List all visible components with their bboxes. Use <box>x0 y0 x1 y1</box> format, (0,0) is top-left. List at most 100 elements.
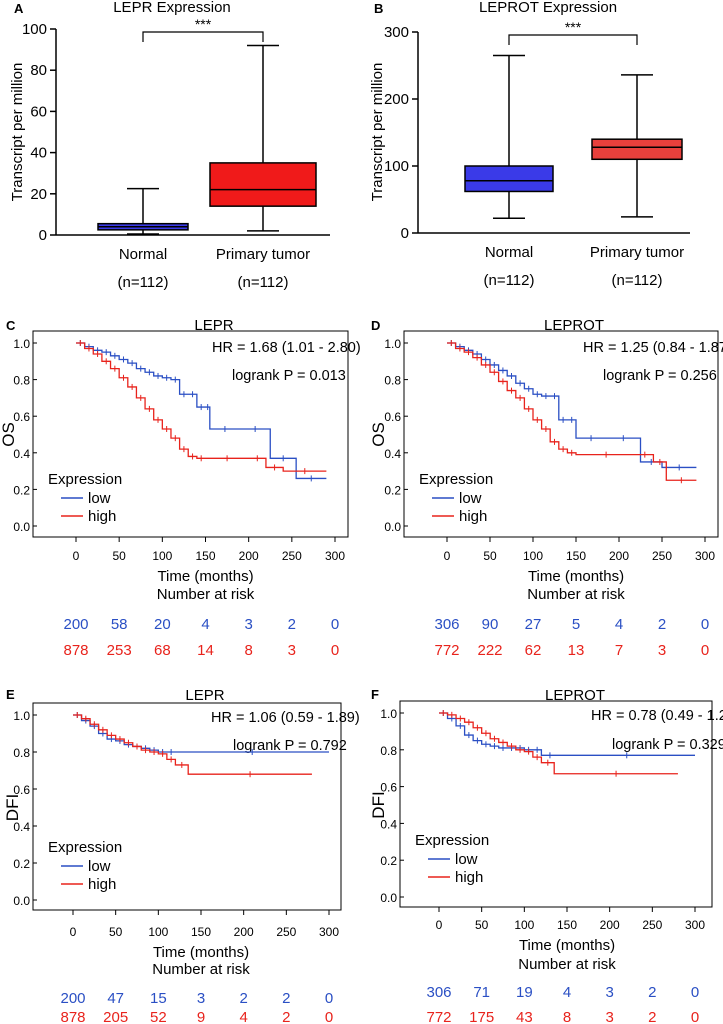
y-tick-label: 20 <box>30 186 47 203</box>
risk-count-low: 0 <box>691 984 699 1001</box>
y-tick-label: 0.4 <box>384 447 401 461</box>
y-tick-label: 80 <box>30 62 47 79</box>
risk-count-high: 2 <box>648 1009 656 1024</box>
significance-label: *** <box>195 16 212 32</box>
y-tick-label: 0.8 <box>13 374 30 388</box>
legend-label-low: low <box>455 851 478 868</box>
legend-label-high: high <box>455 869 483 886</box>
risk-table-label: Number at risk <box>527 586 625 603</box>
survival-curve-high <box>447 342 697 481</box>
y-tick-label: 0.0 <box>380 891 397 905</box>
box-iqr <box>591 138 683 161</box>
risk-count-low: 58 <box>111 616 128 633</box>
chart-title: LEPR <box>185 687 224 704</box>
category-n: (n=112) <box>611 272 662 289</box>
box-panel-A: A LEPR Expression 0 20 40 60 80 100 Transcript p… <box>9 0 330 291</box>
logrank-label: logrank P = 0.013 <box>232 368 346 384</box>
hazard-ratio-label: HR = 1.68 (1.01 - 2.80) <box>212 340 361 356</box>
risk-count-low: 200 <box>60 990 85 1007</box>
x-tick-label: 300 <box>325 549 345 563</box>
risk-count-low: 0 <box>331 616 339 633</box>
y-tick-label: 0.6 <box>13 783 30 797</box>
x-tick-label: 100 <box>152 549 172 563</box>
risk-count-low: 3 <box>197 990 205 1007</box>
risk-count-low: 0 <box>325 990 333 1007</box>
box-primary-tumor <box>209 44 317 232</box>
logrank-label: logrank P = 0.792 <box>233 738 347 754</box>
risk-count-low: 47 <box>107 990 124 1007</box>
x-tick-label: 250 <box>652 549 672 563</box>
legend-label-high: high <box>459 508 487 525</box>
x-tick-label: 150 <box>191 925 211 939</box>
x-tick-label: 50 <box>475 918 489 932</box>
y-tick-label: 0.2 <box>13 483 30 497</box>
risk-count-low: 20 <box>154 616 171 633</box>
x-tick-label: 100 <box>514 918 534 932</box>
panel-letter: A <box>14 1 24 16</box>
category-n: (n=112) <box>117 274 168 291</box>
x-tick-label: 100 <box>148 925 168 939</box>
legend-title: Expression <box>419 471 493 488</box>
x-axis-label: Time (months) <box>528 568 624 585</box>
y-tick-label: 0.8 <box>13 746 30 760</box>
x-tick-label: 300 <box>695 549 715 563</box>
plot-frame <box>32 330 349 538</box>
panel-letter: E <box>6 687 15 702</box>
risk-count-high: 205 <box>103 1009 128 1024</box>
risk-count-high: 772 <box>426 1009 451 1024</box>
box-normal <box>464 54 554 220</box>
risk-count-high: 8 <box>563 1009 571 1024</box>
risk-count-low: 5 <box>572 616 580 633</box>
y-tick-label: 1.0 <box>380 707 397 721</box>
x-tick-label: 0 <box>70 925 77 939</box>
y-axis-label: DFI <box>369 791 388 818</box>
risk-count-high: 0 <box>331 642 339 659</box>
x-tick-label: 250 <box>642 918 662 932</box>
y-tick-label: 100 <box>22 21 47 38</box>
x-axis-label: Time (months) <box>157 568 253 585</box>
y-tick-label: 100 <box>384 158 409 175</box>
x-tick-label: 200 <box>609 549 629 563</box>
risk-count-high: 2 <box>282 1009 290 1024</box>
risk-count-low: 200 <box>63 616 88 633</box>
y-axis-label: OS <box>369 422 388 447</box>
risk-count-low: 3 <box>605 984 613 1001</box>
y-tick-label: 0.6 <box>380 781 397 795</box>
y-tick-label: 0.2 <box>13 857 30 871</box>
risk-count-low: 19 <box>516 984 533 1001</box>
x-axis-label: Time (months) <box>519 937 615 954</box>
x-tick-label: 0 <box>73 549 80 563</box>
y-axis-label: Transcript per million <box>369 63 386 202</box>
risk-count-low: 4 <box>615 616 623 633</box>
x-tick-label: 0 <box>436 918 443 932</box>
survival-curve-low <box>447 342 697 469</box>
x-tick-label: 150 <box>195 549 215 563</box>
y-tick-label: 1.0 <box>13 337 30 351</box>
risk-count-low: 4 <box>563 984 571 1001</box>
legend-title: Expression <box>48 471 122 488</box>
chart-title: LEPR <box>194 317 233 334</box>
significance-bracket <box>508 34 638 45</box>
risk-count-high: 3 <box>658 642 666 659</box>
x-tick-label: 150 <box>557 918 577 932</box>
y-tick-label: 0.8 <box>384 374 401 388</box>
y-tick-label: 200 <box>384 91 409 108</box>
significance-label: *** <box>565 19 582 35</box>
risk-count-high: 7 <box>615 642 623 659</box>
survival-curve-low <box>439 712 695 756</box>
survival-curve-low <box>76 342 327 480</box>
risk-count-high: 878 <box>60 1009 85 1024</box>
chart-title: LEPROT <box>544 317 604 334</box>
panel-letter: B <box>374 1 383 16</box>
y-tick-label: 0.2 <box>380 854 397 868</box>
y-tick-label: 0.4 <box>13 820 30 834</box>
risk-count-low: 306 <box>426 984 451 1001</box>
plot-frame <box>32 702 342 911</box>
box-iqr <box>209 162 317 207</box>
risk-count-low: 0 <box>701 616 709 633</box>
x-tick-label: 200 <box>239 549 259 563</box>
risk-count-low: 2 <box>282 990 290 1007</box>
risk-count-low: 2 <box>288 616 296 633</box>
